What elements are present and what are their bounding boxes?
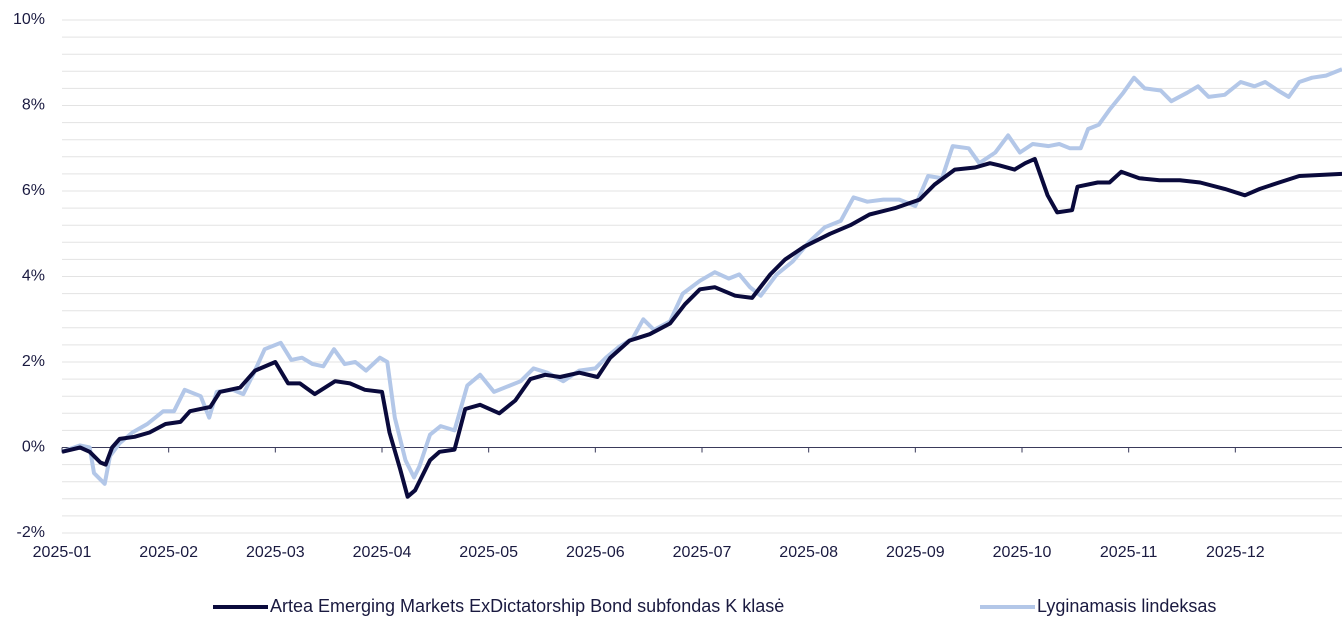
- y-tick-label: -2%: [17, 524, 45, 541]
- x-tick-label: 2025-01: [33, 544, 92, 561]
- x-tick-label: 2025-02: [139, 544, 198, 561]
- series-line: [61, 156, 1342, 499]
- x-tick-label: 2025-04: [353, 544, 412, 561]
- y-tick-label: 0%: [22, 439, 45, 456]
- y-tick-label: 8%: [22, 97, 45, 114]
- x-tick-label: 2025-12: [1206, 544, 1265, 561]
- x-tick-label: 2025-05: [459, 544, 518, 561]
- y-tick-label: 10%: [13, 11, 45, 28]
- x-tick-label: 2025-07: [673, 544, 732, 561]
- legend-label: Lyginamasis lindeksas: [1037, 596, 1216, 616]
- legend-label: Artea Emerging Markets ExDictatorship Bo…: [270, 596, 784, 616]
- x-tick-label: 2025-08: [779, 544, 838, 561]
- x-tick-label: 2025-10: [993, 544, 1052, 561]
- x-tick-label: 2025-11: [1100, 544, 1158, 561]
- y-tick-label: 6%: [22, 182, 45, 199]
- y-tick-label: 4%: [22, 268, 45, 285]
- x-tick-label: 2025-09: [886, 544, 945, 561]
- x-tick-label: 2025-03: [246, 544, 305, 561]
- y-tick-label: 2%: [22, 353, 45, 370]
- x-tick-label: 2025-06: [566, 544, 625, 561]
